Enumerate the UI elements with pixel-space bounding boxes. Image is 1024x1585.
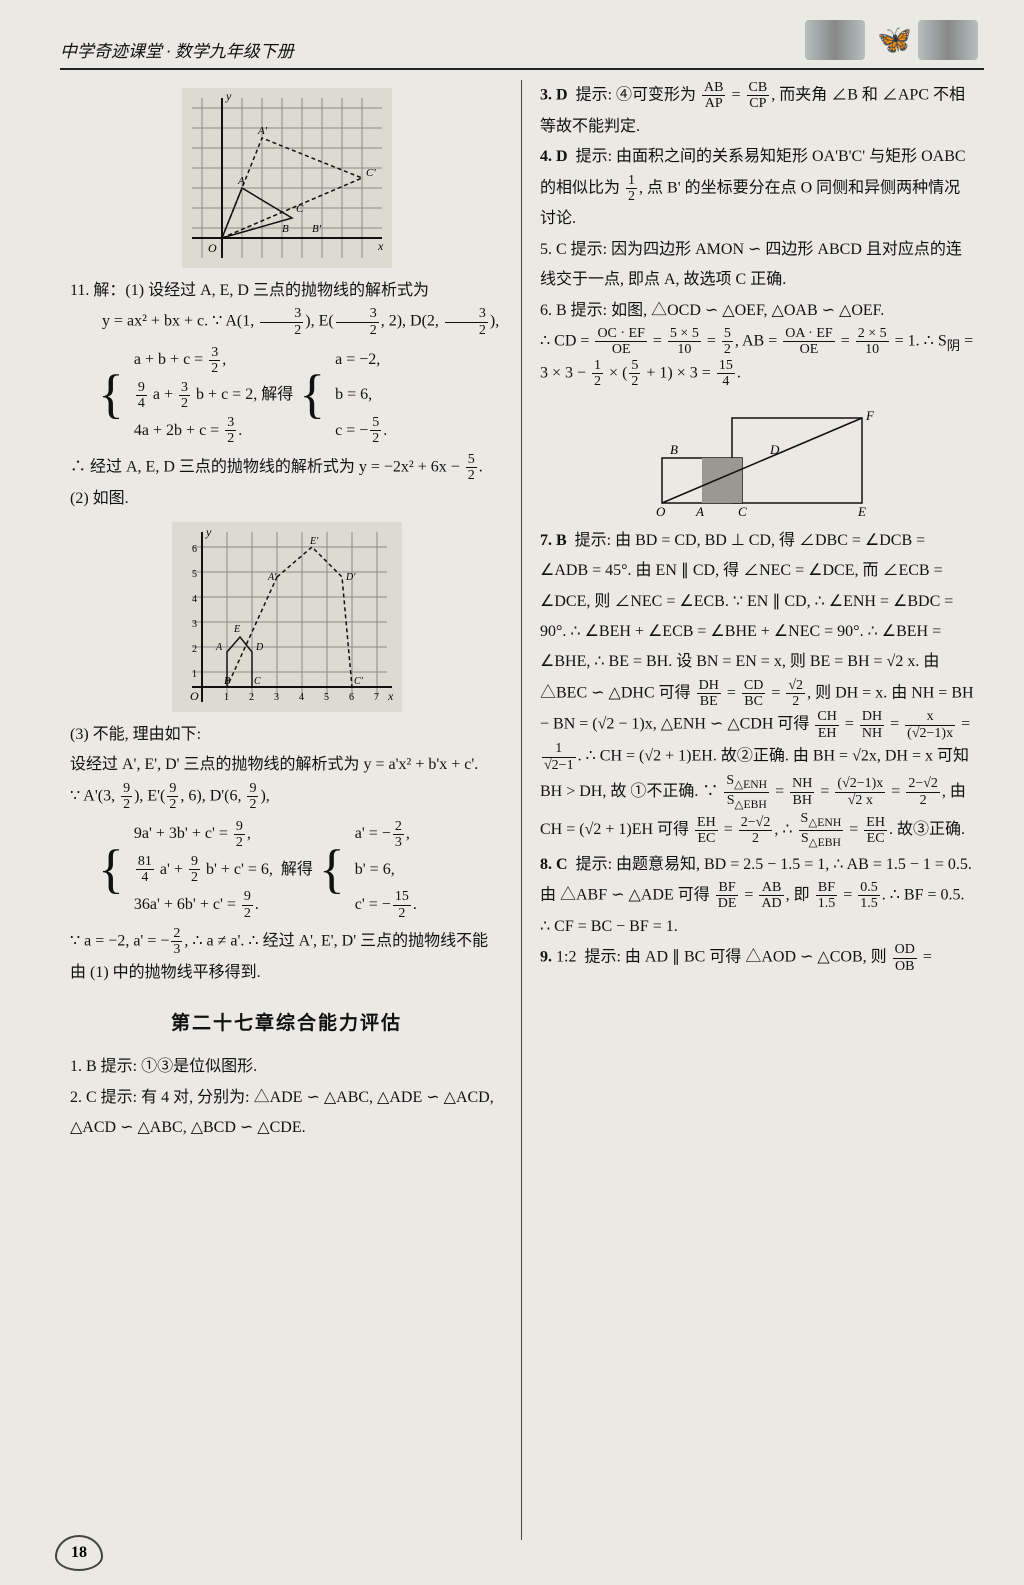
svg-text:6: 6 <box>349 692 354 703</box>
svg-text:C: C <box>738 504 747 518</box>
svg-text:B: B <box>670 442 678 457</box>
svg-text:A: A <box>237 175 245 187</box>
q11-part3-conclusion: ∵ a = −2, a' = −23, ∴ a ≠ a'. ∴ 经过 A', E… <box>70 926 503 988</box>
page: 中学奇迹课堂 · 数学九年级下册 🦋 <box>0 0 1024 1585</box>
svg-text:2: 2 <box>249 692 254 703</box>
q2: 2. C 提示: 有 4 对, 分别为: △ADE ∽ △ABC, △ADE ∽… <box>70 1083 503 1144</box>
svg-text:1: 1 <box>224 692 229 703</box>
svg-text:C': C' <box>354 676 364 687</box>
right-column: 3. D 提示: ④可变形为 ABAP = CBCP, 而夹角 ∠B 和 ∠AP… <box>522 80 984 1540</box>
q5: 5. C 提示: 因为四边形 AMON ∽ 四边形 ABCD 且对应点的连线交于… <box>540 235 974 296</box>
svg-text:E: E <box>233 624 240 635</box>
svg-text:E': E' <box>309 536 319 547</box>
header-decoration: 🦋 <box>684 18 984 62</box>
svg-text:4: 4 <box>192 594 197 605</box>
q11-part3-intro: (3) 不能, 理由如下: <box>70 720 503 750</box>
header-title: 中学奇迹课堂 · 数学九年级下册 <box>60 37 294 62</box>
svg-text:D: D <box>255 642 264 653</box>
svg-text:B: B <box>224 676 230 687</box>
left-column: y x O A A' B B' C C' 11. 解：(1) 设经过 A, E,… <box>60 80 522 1540</box>
svg-text:B': B' <box>312 223 322 235</box>
svg-text:7: 7 <box>374 692 379 703</box>
q11-conclusion: ∴ 经过 A, E, D 三点的抛物线的解析式为 y = −2x² + 6x −… <box>70 452 503 484</box>
q11-part3-points: ∵ A'(3, 92), E'(92, 6), D'(6, 92), <box>70 781 503 813</box>
svg-text:C: C <box>254 676 261 687</box>
svg-text:A': A' <box>267 572 277 583</box>
svg-text:D: D <box>769 442 780 457</box>
svg-text:O: O <box>656 504 666 518</box>
q7: 7. B 提示: 由 BD = CD, BD ⊥ CD, 得 ∠DBC = ∠D… <box>540 526 974 850</box>
svg-text:5: 5 <box>324 692 329 703</box>
svg-text:y: y <box>225 89 232 103</box>
q6-intro: 6. B 提示: 如图, △OCD ∽ △OEF, △OAB ∽ △OEF. <box>540 296 974 326</box>
decoration-block <box>918 20 978 60</box>
svg-text:A: A <box>215 642 223 653</box>
svg-text:3: 3 <box>192 619 197 630</box>
q11-part3-line1: 设经过 A', E', D' 三点的抛物线的解析式为 y = a'x² + b'… <box>70 750 503 780</box>
svg-text:B: B <box>282 223 289 235</box>
q11-system: { a + b + c = 32, 94 a + 32 b + c = 2, 解… <box>98 342 503 448</box>
q9: 9. 1:2 提示: 由 AD ∥ BC 可得 △AOD ∽ △COB, 则 O… <box>540 942 974 974</box>
graph-1: y x O A A' B B' C C' <box>182 88 392 268</box>
svg-text:O: O <box>208 241 217 255</box>
svg-text:y: y <box>205 525 212 539</box>
q3: 3. D 提示: ④可变形为 ABAP = CBCP, 而夹角 ∠B 和 ∠AP… <box>540 80 974 142</box>
svg-text:A': A' <box>257 125 268 137</box>
page-number: 18 <box>55 1535 103 1571</box>
svg-text:x: x <box>387 689 394 703</box>
q11-intro: 11. 解：(1) 设经过 A, E, D 三点的抛物线的解析式为 <box>70 276 503 306</box>
q8: 8. C 提示: 由题意易知, BD = 2.5 − 1.5 = 1, ∴ AB… <box>540 850 974 943</box>
svg-text:2: 2 <box>192 644 197 655</box>
page-header: 中学奇迹课堂 · 数学九年级下册 🦋 <box>60 18 984 70</box>
svg-text:3: 3 <box>274 692 279 703</box>
svg-text:F: F <box>865 408 875 423</box>
svg-text:1: 1 <box>192 669 197 680</box>
svg-text:6: 6 <box>192 544 197 555</box>
diagram-q6: O A C E B D F <box>622 398 892 518</box>
svg-text:E: E <box>857 504 866 518</box>
svg-text:4: 4 <box>299 692 304 703</box>
q11-part2: (2) 如图. <box>70 484 503 514</box>
q4: 4. D 提示: 由面积之间的关系易知矩形 OA'B'C' 与矩形 OABC 的… <box>540 142 974 235</box>
q11-eq1: y = ax² + bx + c. ∵ A(1, 32), E(32, 2), … <box>70 306 503 338</box>
svg-text:C: C <box>296 203 304 215</box>
svg-text:D': D' <box>345 572 356 583</box>
section-title: 第二十七章综合能力评估 <box>70 1006 503 1042</box>
svg-text:C': C' <box>366 167 376 179</box>
q11-part3-system: { 9a' + 3b' + c' = 92, 814 a' + 92 b' + … <box>98 816 503 922</box>
q1: 1. B 提示: ①③是位似图形. <box>70 1052 503 1082</box>
decoration-block <box>805 20 865 60</box>
graph-2: y x O 1 2 3 4 5 6 1 2 3 4 5 6 7 A A' E E' D D' B C C' <box>172 522 402 712</box>
svg-text:O: O <box>190 689 199 703</box>
content-columns: y x O A A' B B' C C' 11. 解：(1) 设经过 A, E,… <box>0 70 1024 1540</box>
svg-text:A: A <box>695 504 704 518</box>
butterfly-icon: 🦋 <box>877 23 912 57</box>
svg-text:x: x <box>377 239 384 253</box>
q6-eq: ∴ CD = OC · EFOE = 5 × 510 = 52, AB = OA… <box>540 326 974 390</box>
svg-text:5: 5 <box>192 569 197 580</box>
